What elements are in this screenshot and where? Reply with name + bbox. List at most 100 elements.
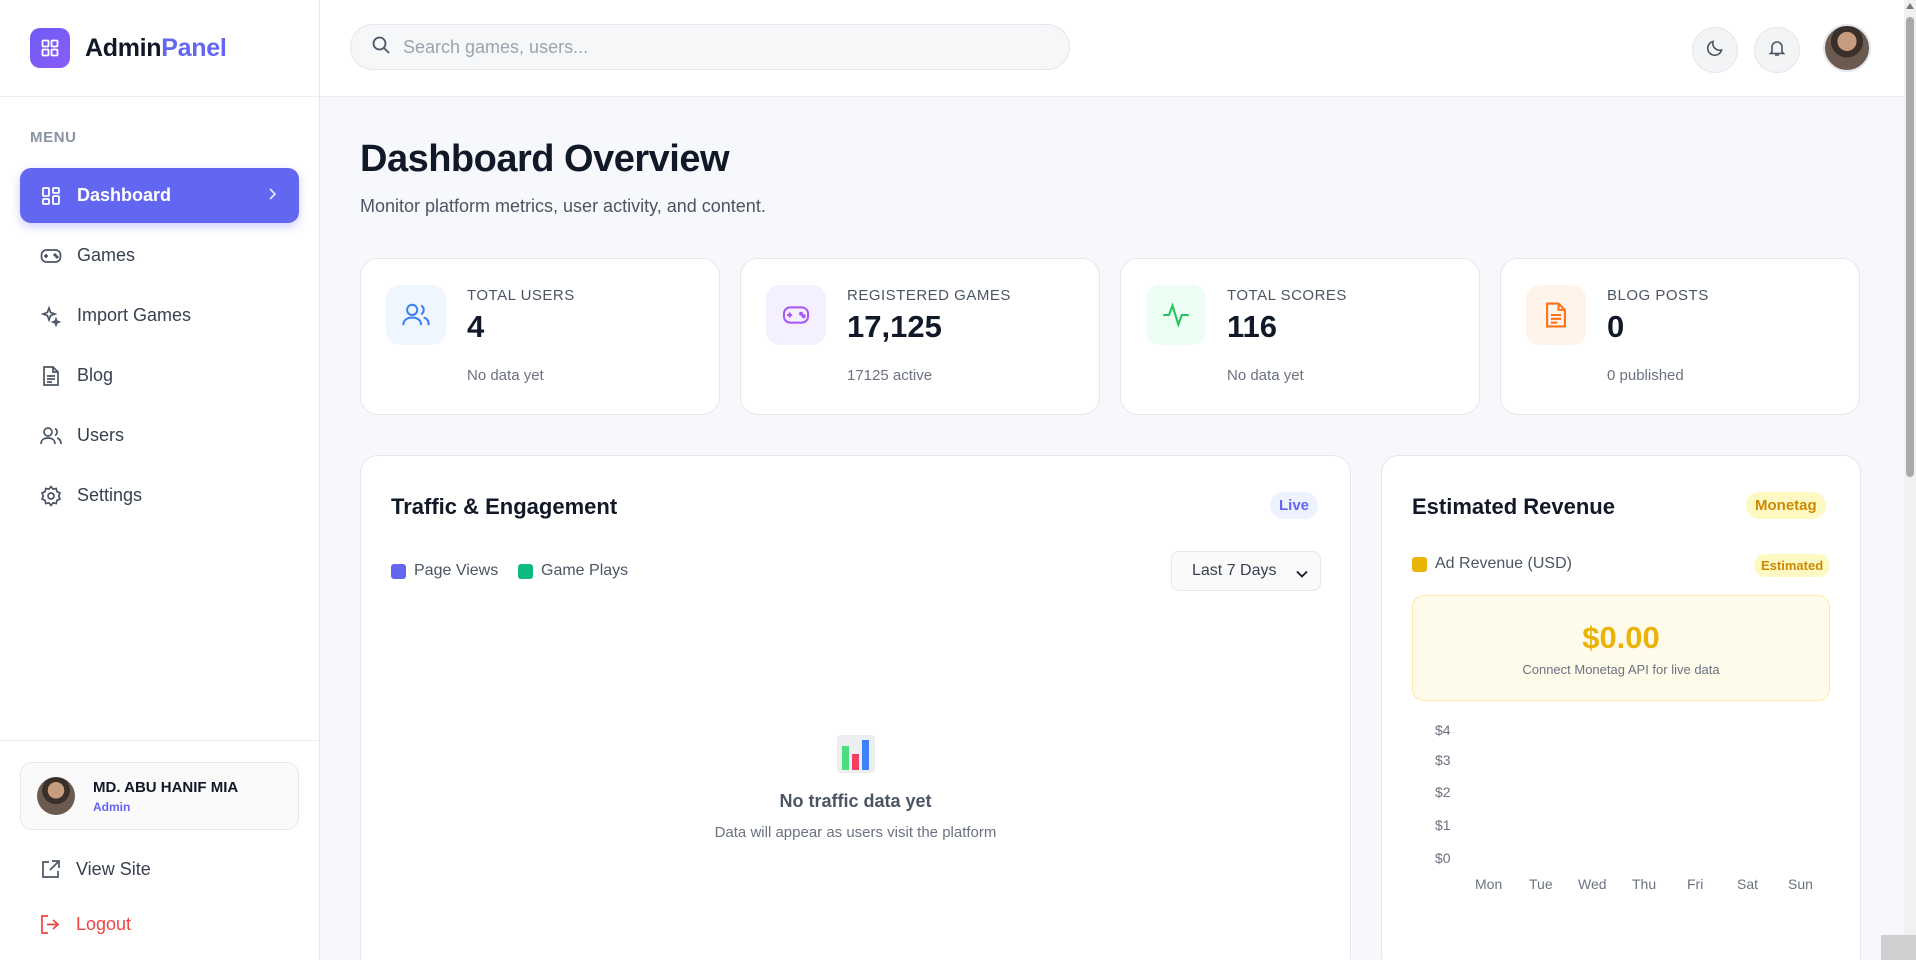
- live-badge: Live: [1270, 492, 1319, 519]
- x-tick: Wed: [1578, 876, 1607, 892]
- revenue-panel: Estimated Revenue Monetag Ad Revenue (US…: [1381, 455, 1861, 960]
- empty-title: No traffic data yet: [779, 791, 932, 811]
- activity-icon: [1146, 285, 1206, 345]
- traffic-panel: Traffic & Engagement Live Page Views Gam…: [360, 455, 1351, 960]
- logout-icon: [40, 914, 61, 935]
- dashboard-grid-icon: [40, 185, 62, 207]
- view-site-link[interactable]: View Site: [40, 859, 151, 880]
- stat-sub: 17125 active: [847, 367, 933, 384]
- avatar: [37, 777, 75, 815]
- revenue-summary: $0.00 Connect Monetag API for live data: [1412, 595, 1830, 701]
- legend-swatch: [391, 563, 406, 579]
- y-tick: $4: [1435, 722, 1451, 738]
- search-bar[interactable]: [350, 24, 1070, 70]
- users-icon: [40, 425, 62, 447]
- search-input[interactable]: [403, 36, 1003, 58]
- sidebar-item-label: Blog: [77, 365, 114, 385]
- search-icon: [371, 35, 391, 60]
- bar-chart-icon: [836, 734, 876, 779]
- notifications-button[interactable]: [1754, 27, 1800, 73]
- y-tick: $1: [1435, 817, 1451, 833]
- gamepad-icon: [40, 245, 62, 267]
- empty-state: No traffic data yet Data will appear as …: [361, 734, 1350, 841]
- monetag-badge: Monetag: [1746, 492, 1826, 519]
- revenue-title: Estimated Revenue: [1412, 494, 1615, 519]
- moon-icon: [1706, 39, 1724, 62]
- revenue-amount: $0.00: [1582, 620, 1660, 655]
- stat-label: TOTAL USERS: [467, 287, 575, 304]
- sidebar-item-label: Import Games: [77, 305, 192, 325]
- view-site-label: View Site: [76, 859, 151, 879]
- sidebar-item-settings[interactable]: Settings: [20, 468, 299, 523]
- chevron-right-icon: [267, 185, 277, 206]
- x-tick: Mon: [1475, 876, 1503, 892]
- x-tick: Sun: [1788, 876, 1813, 892]
- legend-label: Game Plays: [541, 562, 629, 579]
- revenue-chart: [1472, 726, 1832, 858]
- legend-page-views: Page Views: [391, 562, 498, 580]
- revenue-note: Connect Monetag API for live data: [1522, 662, 1720, 677]
- document-icon: [1526, 285, 1586, 345]
- theme-toggle-button[interactable]: [1692, 27, 1738, 73]
- legend-label: Page Views: [414, 562, 499, 579]
- menu-title: MENU: [30, 129, 77, 146]
- stat-label: BLOG POSTS: [1607, 287, 1709, 304]
- sidebar-item-blog[interactable]: Blog: [20, 348, 299, 403]
- y-tick: $3: [1435, 752, 1451, 768]
- legend-swatch: [1412, 556, 1427, 572]
- x-tick: Sat: [1737, 876, 1759, 892]
- document-icon: [40, 365, 62, 387]
- x-tick: Thu: [1632, 876, 1657, 892]
- stat-label: TOTAL SCORES: [1227, 287, 1347, 304]
- gear-icon: [40, 484, 62, 507]
- stat-card-registered-games: REGISTERED GAMES 17,125 17125 active: [740, 258, 1100, 415]
- stat-value: 116: [1227, 309, 1278, 344]
- stat-sub: 0 published: [1607, 367, 1684, 384]
- sidebar-nav: Dashboard Games Import Games Blog: [20, 168, 299, 528]
- stat-card-blog-posts: BLOG POSTS 0 0 published: [1500, 258, 1860, 415]
- logout-label: Logout: [76, 914, 132, 934]
- bell-icon: [1768, 39, 1786, 62]
- sidebar-item-label: Users: [77, 425, 125, 445]
- logout-button[interactable]: Logout: [40, 914, 131, 935]
- user-name: MD. ABU HANIF MIA: [93, 778, 239, 796]
- stat-value: 17,125: [847, 309, 942, 344]
- sidebar-item-import-games[interactable]: Import Games: [20, 288, 299, 343]
- external-link-icon: [40, 859, 61, 880]
- gamepad-icon: [766, 285, 826, 345]
- corner-widget: [1881, 935, 1916, 960]
- user-card[interactable]: MD. ABU HANIF MIA Admin: [20, 762, 299, 830]
- sidebar-item-label: Settings: [77, 485, 143, 505]
- sidebar-item-dashboard[interactable]: Dashboard: [20, 168, 299, 223]
- sidebar: AdminPanel MENU Dashboard Games Import G…: [0, 0, 320, 960]
- empty-subtitle: Data will appear as users visit the plat…: [714, 824, 997, 841]
- topbar: [320, 0, 1904, 97]
- page-title: Dashboard Overview: [360, 138, 730, 180]
- page-scrollbar[interactable]: [1904, 0, 1916, 960]
- traffic-title: Traffic & Engagement: [391, 494, 618, 519]
- profile-avatar[interactable]: [1823, 24, 1871, 72]
- sidebar-item-users[interactable]: Users: [20, 408, 299, 463]
- dashboard-grid-icon: [30, 28, 70, 68]
- stat-card-total-users: TOTAL USERS 4 No data yet: [360, 258, 720, 415]
- stat-value: 4: [467, 309, 485, 344]
- legend-label: Ad Revenue (USD): [1435, 555, 1572, 572]
- sidebar-item-label: Dashboard: [77, 185, 172, 205]
- chevron-down-icon: [1296, 565, 1308, 583]
- stat-sub: No data yet: [467, 367, 544, 384]
- legend-ad-revenue: Ad Revenue (USD): [1412, 555, 1572, 573]
- stat-label: REGISTERED GAMES: [847, 287, 1011, 304]
- brand[interactable]: AdminPanel: [0, 0, 319, 97]
- sparkles-icon: [40, 305, 62, 327]
- x-tick: Tue: [1529, 876, 1553, 892]
- date-range-value: Last 7 Days: [1192, 562, 1277, 579]
- users-icon: [386, 285, 446, 345]
- date-range-select[interactable]: Last 7 Days: [1171, 551, 1321, 591]
- scrollbar-thumb[interactable]: [1906, 17, 1914, 477]
- user-role: Admin: [93, 799, 131, 814]
- scroll-up-arrow[interactable]: [1906, 3, 1914, 9]
- y-tick: $0: [1435, 850, 1451, 866]
- stat-card-total-scores: TOTAL SCORES 116 No data yet: [1120, 258, 1480, 415]
- y-tick: $2: [1435, 784, 1451, 800]
- sidebar-item-games[interactable]: Games: [20, 228, 299, 283]
